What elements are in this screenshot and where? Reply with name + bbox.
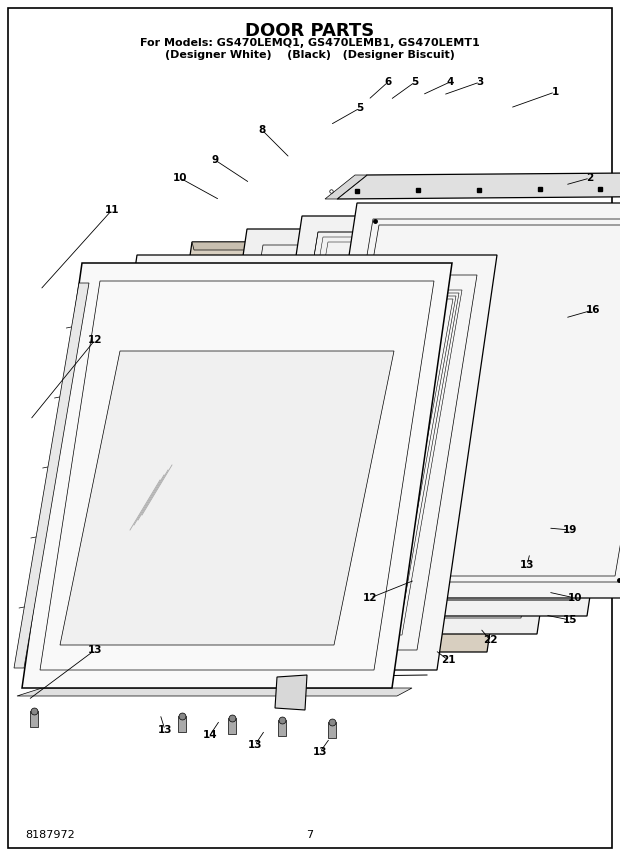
Polygon shape bbox=[228, 718, 236, 734]
Polygon shape bbox=[14, 283, 89, 668]
Polygon shape bbox=[337, 172, 620, 199]
Polygon shape bbox=[77, 255, 497, 670]
Polygon shape bbox=[275, 675, 307, 710]
Text: 12: 12 bbox=[363, 593, 377, 603]
Text: 22: 22 bbox=[483, 635, 497, 645]
Text: For Models: GS470LEMQ1, GS470LEMB1, GS470LEMT1: For Models: GS470LEMQ1, GS470LEMB1, GS47… bbox=[140, 38, 480, 48]
Text: 4: 4 bbox=[446, 77, 454, 87]
Polygon shape bbox=[132, 242, 547, 652]
Text: 8: 8 bbox=[259, 125, 265, 135]
Text: 13: 13 bbox=[312, 747, 327, 757]
Polygon shape bbox=[17, 688, 412, 696]
Text: 8187972: 8187972 bbox=[25, 830, 75, 840]
Text: 5: 5 bbox=[412, 77, 418, 87]
Text: 16: 16 bbox=[586, 305, 600, 315]
Polygon shape bbox=[278, 720, 286, 736]
Text: 13: 13 bbox=[520, 560, 534, 570]
Text: 19: 19 bbox=[563, 525, 577, 535]
Text: DOOR PARTS: DOOR PARTS bbox=[246, 22, 374, 40]
Text: 13: 13 bbox=[248, 740, 262, 750]
Text: 12: 12 bbox=[88, 335, 102, 345]
Text: 10: 10 bbox=[173, 173, 187, 183]
Text: 11: 11 bbox=[105, 205, 119, 215]
Polygon shape bbox=[187, 229, 597, 634]
Text: 7: 7 bbox=[306, 830, 314, 840]
Text: 13: 13 bbox=[88, 645, 102, 655]
Text: 9: 9 bbox=[211, 155, 219, 165]
Polygon shape bbox=[22, 263, 452, 688]
Text: 15: 15 bbox=[563, 615, 577, 625]
Text: 2: 2 bbox=[587, 173, 593, 183]
Polygon shape bbox=[30, 711, 38, 727]
Text: 3: 3 bbox=[476, 77, 484, 87]
Text: 14: 14 bbox=[203, 730, 218, 740]
Text: 5: 5 bbox=[356, 103, 363, 113]
Text: 10: 10 bbox=[568, 593, 582, 603]
Text: 6: 6 bbox=[384, 77, 392, 87]
Text: 1: 1 bbox=[551, 87, 559, 97]
Polygon shape bbox=[178, 716, 186, 732]
Polygon shape bbox=[328, 722, 336, 738]
Polygon shape bbox=[242, 216, 620, 616]
Polygon shape bbox=[297, 203, 620, 598]
Polygon shape bbox=[60, 351, 394, 645]
Text: (Designer White)    (Black)   (Designer Biscuit): (Designer White) (Black) (Designer Biscu… bbox=[165, 50, 455, 60]
Text: 13: 13 bbox=[157, 725, 172, 735]
Text: 21: 21 bbox=[441, 655, 455, 665]
Text: eReplacementParts.com: eReplacementParts.com bbox=[234, 484, 386, 496]
Polygon shape bbox=[192, 242, 549, 250]
Polygon shape bbox=[325, 175, 367, 199]
